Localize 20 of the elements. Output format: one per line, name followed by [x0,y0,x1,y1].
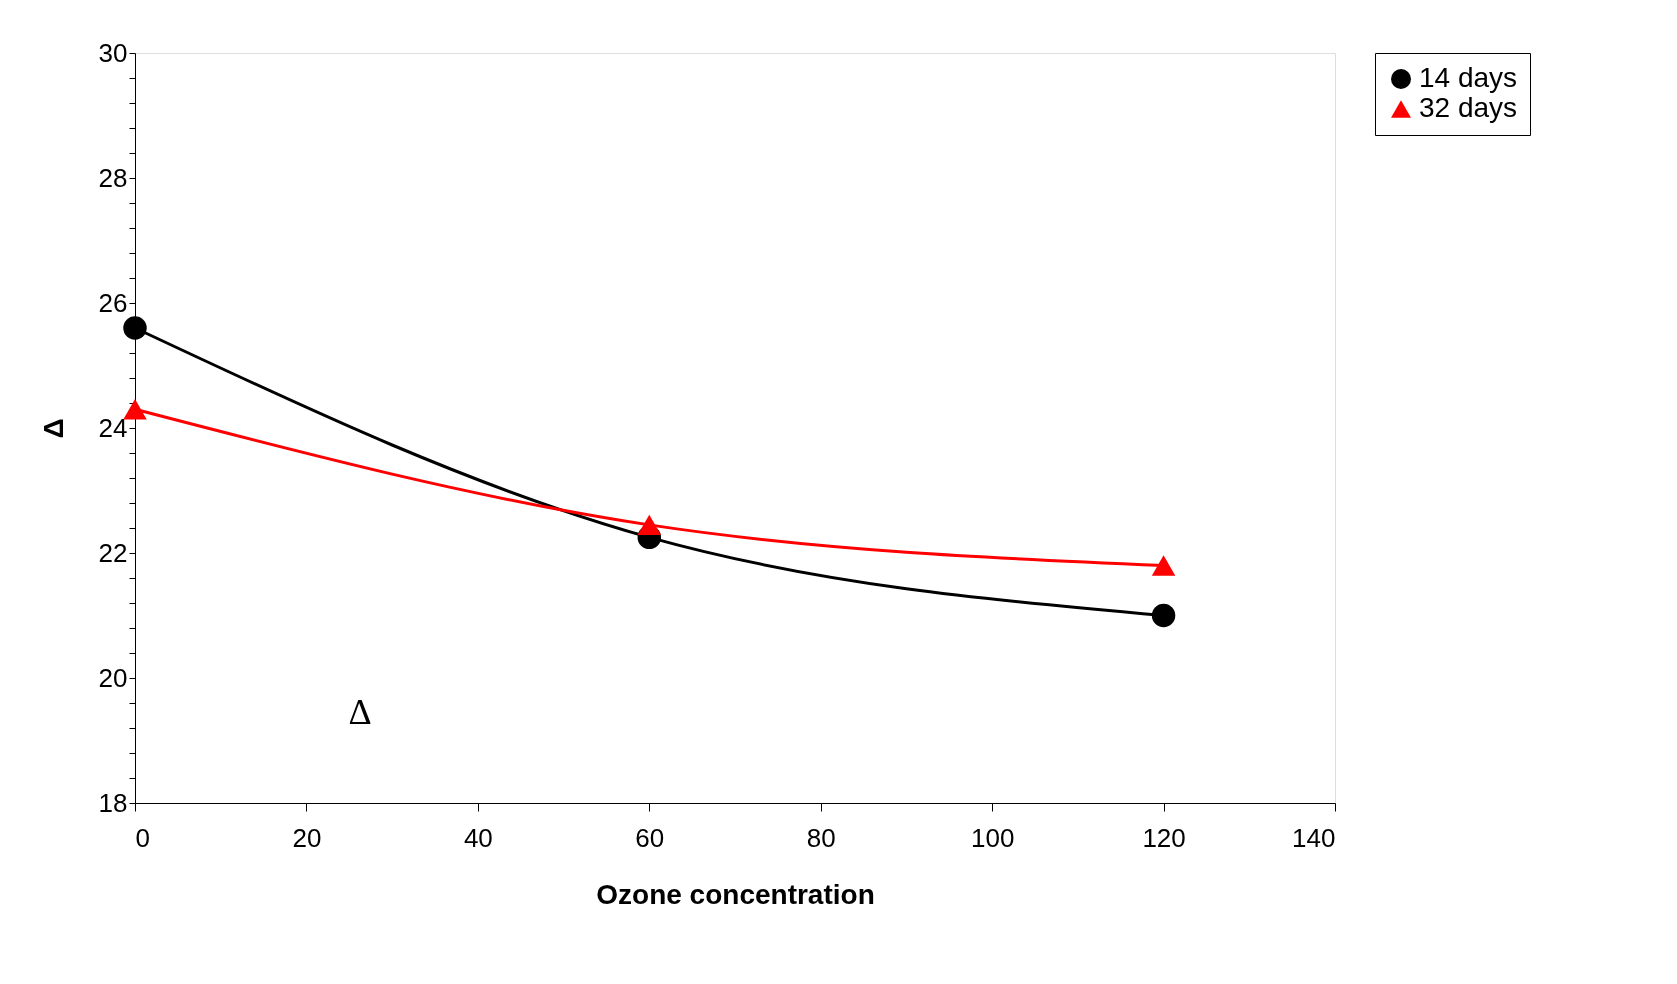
x-tick-label: 40 [463,822,493,853]
y-tick-label: 26 [98,287,128,318]
x-tick-label: 60 [635,822,665,853]
x-tick-label: 80 [806,822,836,853]
y-tick-label: 28 [98,162,128,193]
annotation: Δ [348,692,372,732]
y-tick-label: 22 [98,537,128,568]
x-tick-label: 120 [1142,822,1186,853]
x-tick-label: 0 [135,822,150,853]
x-tick-label: 140 [1292,822,1336,853]
y-tick-label: 20 [98,662,128,693]
y-tick-label: 18 [98,787,128,818]
y-axis-title: Δ [37,418,69,439]
legend-label: 14 days [1419,62,1518,93]
y-tick-label: 30 [98,37,128,68]
x-tick-label: 100 [970,822,1015,853]
x-axis-title: Ozone concentration [596,878,875,910]
legend-label: 32 days [1419,92,1518,123]
y-tick-label: 24 [98,412,128,443]
x-tick-label: 20 [292,822,322,853]
